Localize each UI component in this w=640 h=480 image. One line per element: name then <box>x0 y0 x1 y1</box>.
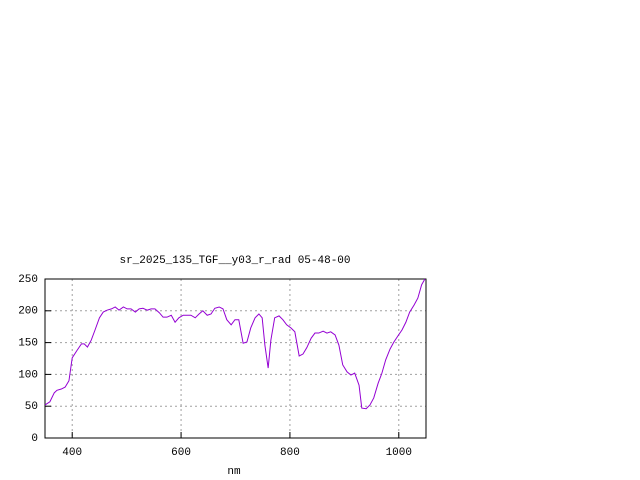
x-axis-label: nm <box>227 466 241 478</box>
y-tick-label: 100 <box>18 369 38 381</box>
plot-frame <box>44 278 427 439</box>
chart-title: sr_2025_135_TGF__y03_r_rad 05-48-00 <box>119 255 350 267</box>
x-tick-label: 800 <box>280 447 300 459</box>
x-tick-label: 1000 <box>386 447 412 459</box>
y-tick-label: 250 <box>18 274 38 286</box>
y-tick-label: 50 <box>25 401 38 413</box>
x-tick-label: 400 <box>62 447 82 459</box>
y-tick-label: 200 <box>18 306 38 318</box>
x-tick-label: 600 <box>171 447 191 459</box>
y-tick-label: 150 <box>18 338 38 350</box>
y-tick-label: 0 <box>31 433 38 445</box>
data-line <box>44 278 426 410</box>
